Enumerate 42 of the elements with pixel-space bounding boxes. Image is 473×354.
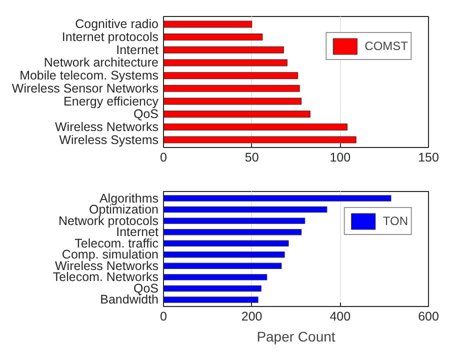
x-tick-label: 50 <box>244 150 259 164</box>
bar <box>164 34 263 41</box>
x-tick-label: 150 <box>418 150 439 164</box>
y-tick-label: Energy efficiency <box>64 94 160 108</box>
y-tick-label: Wireless Sensor Networks <box>12 81 159 96</box>
bar <box>164 110 310 118</box>
bar <box>164 262 282 270</box>
bar <box>164 20 252 28</box>
bar <box>164 296 258 303</box>
bar <box>164 252 285 258</box>
legend-label: TON <box>382 214 408 228</box>
x-tick-label: 0 <box>160 310 168 324</box>
bar <box>164 72 298 80</box>
x-tick-label: 0 <box>160 150 168 164</box>
y-tick-label: Wireless Systems <box>59 132 159 147</box>
y-tick-label: Internet protocols <box>62 30 159 44</box>
x-axis-title: Paper Count <box>256 328 336 344</box>
y-tick-label: Algorithms <box>99 191 158 206</box>
y-tick-label: QoS <box>133 107 159 122</box>
bar <box>164 46 284 54</box>
bar <box>164 195 392 202</box>
bar <box>164 84 300 92</box>
bar <box>164 59 288 66</box>
bar <box>164 285 262 292</box>
bar <box>164 136 356 144</box>
bar <box>164 228 302 236</box>
bar <box>164 274 268 280</box>
bar <box>164 240 289 246</box>
y-tick-label: Cognitive radio <box>75 17 159 32</box>
x-tick-label: 400 <box>330 310 351 324</box>
x-tick-label: 100 <box>330 150 351 164</box>
bar <box>164 98 302 105</box>
x-tick-label: 600 <box>418 310 439 324</box>
x-tick-label: 200 <box>241 310 262 324</box>
y-tick-label: Wireless Networks <box>55 120 159 134</box>
y-tick-label: Mobile telecom. Systems <box>20 68 159 83</box>
y-tick-label: Network architecture <box>44 56 159 70</box>
bar <box>164 218 306 224</box>
bar <box>164 206 328 213</box>
bar <box>164 123 348 130</box>
legend-label: COMST <box>364 39 408 53</box>
y-tick-label: Internet <box>116 42 160 57</box>
